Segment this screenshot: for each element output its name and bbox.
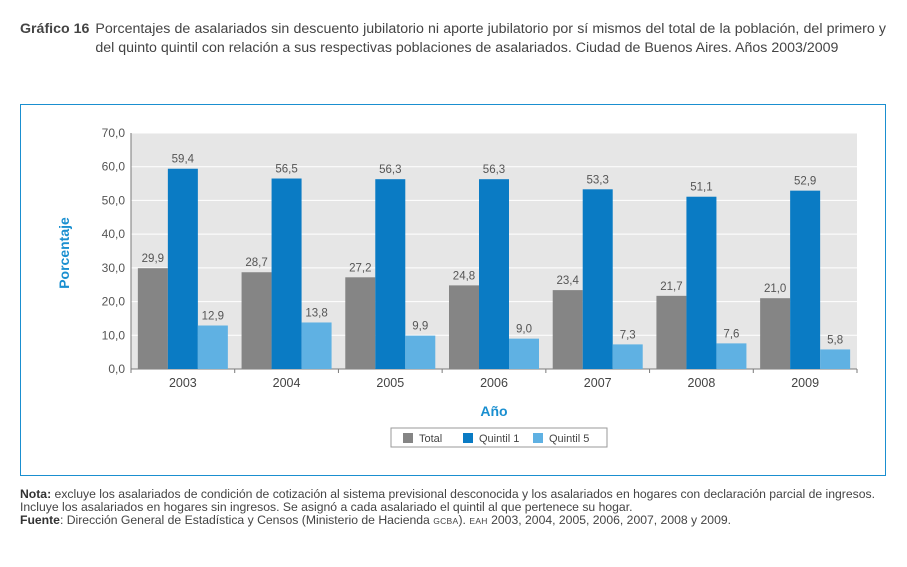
source-text-3: 2003, 2004, 2005, 2006, 2007, 2008 y 200… [491, 513, 732, 527]
bar-quintil-1 [479, 179, 509, 369]
bar-total [241, 272, 272, 369]
x-tick-label: 2005 [376, 376, 404, 390]
note-label: Nota: [20, 487, 52, 501]
bar-total [137, 268, 168, 369]
data-label: 7,3 [620, 329, 636, 341]
source-abbrev-eah: EAH [469, 516, 488, 526]
data-label: 21,0 [764, 283, 786, 295]
y-tick-label: 20,0 [102, 295, 126, 309]
bar-total [449, 285, 479, 369]
data-label: 13,8 [305, 307, 327, 319]
bar-quintil-5 [197, 325, 228, 369]
x-tick-label: 2009 [791, 376, 819, 390]
x-tick-label: 2007 [584, 376, 612, 390]
y-tick-label: 30,0 [102, 261, 126, 275]
figure-title: Porcentajes de asalariados sin descuento… [95, 21, 886, 56]
data-label: 52,9 [794, 176, 816, 188]
bar-quintil-5 [716, 343, 747, 369]
chart-frame: 0,0 10,0 20,0 30,0 40,0 50,0 60,0 70,0 29,9 59,4 1… [20, 104, 886, 476]
figure-number: Gráfico 16 [20, 21, 90, 37]
legend-swatch [533, 433, 543, 443]
data-label: 12,9 [202, 311, 224, 323]
source-label: Fuente [20, 513, 60, 527]
legend-swatch [463, 433, 473, 443]
data-label: 56,5 [275, 164, 297, 176]
data-label: 53,3 [587, 174, 609, 186]
bar-total [656, 295, 687, 369]
bar-quintil-5 [405, 335, 436, 369]
y-axis-title: Porcentaje [56, 217, 72, 289]
bar-quintil-1 [167, 168, 198, 369]
y-tick-label: 40,0 [102, 227, 126, 241]
x-tick-label: 2008 [688, 376, 716, 390]
source-text-2: ). [458, 513, 466, 527]
bar-quintil-1 [271, 178, 302, 369]
data-label: 27,2 [349, 262, 371, 274]
data-label: 23,4 [557, 275, 580, 287]
x-tick-label: 2006 [480, 376, 508, 390]
data-label: 7,6 [723, 328, 739, 340]
legend-label: Total [419, 433, 442, 445]
data-label: 56,3 [483, 164, 505, 176]
data-label: 24,8 [453, 270, 475, 282]
bar-quintil-1 [790, 190, 821, 369]
x-axis-title: Año [480, 403, 507, 419]
bar-total [760, 298, 791, 369]
source-abbrev-gcba: GCBA [433, 516, 459, 526]
bar-quintil-1 [582, 189, 613, 369]
bar-quintil-5 [612, 344, 643, 369]
footnotes: Nota: excluye los asalariados de condici… [20, 488, 890, 528]
bar-total [345, 277, 376, 369]
legend-box [390, 427, 608, 448]
y-tick-label: 70,0 [102, 126, 126, 140]
data-label: 9,9 [412, 321, 428, 333]
bar-quintil-5 [820, 349, 851, 369]
note-text: excluye los asalariados de condición de … [20, 487, 875, 514]
data-label: 21,7 [660, 281, 682, 293]
figure-caption: Gráfico 16 Porcentajes de asalariados si… [20, 20, 886, 58]
bar-quintil-1 [375, 179, 406, 369]
note-line: Nota: excluye los asalariados de condici… [20, 488, 890, 514]
data-label: 28,7 [245, 257, 267, 269]
bar-quintil-5 [301, 322, 332, 369]
legend-swatch [403, 433, 413, 443]
bar-quintil-1 [686, 196, 717, 369]
data-label: 59,4 [172, 154, 195, 166]
y-tick-label: 10,0 [102, 328, 126, 342]
bar-chart: 0,0 10,0 20,0 30,0 40,0 50,0 60,0 70,0 29,9 59,4 1… [56, 126, 858, 448]
y-tick-label: 60,0 [102, 160, 126, 174]
bar-total [552, 290, 583, 369]
data-label: 51,1 [690, 182, 712, 194]
x-tick-label: 2003 [169, 376, 197, 390]
legend-label: Quintil 1 [479, 433, 519, 445]
data-label: 56,3 [379, 164, 401, 176]
data-label: 9,0 [516, 324, 532, 336]
source-line: Fuente: Dirección General de Estadística… [20, 514, 890, 528]
y-tick-label: 50,0 [102, 193, 126, 207]
bar-quintil-5 [509, 338, 539, 369]
source-text-1: : Dirección General de Estadística y Cen… [59, 513, 430, 527]
legend-label: Quintil 5 [549, 433, 589, 445]
y-tick-label: 0,0 [108, 362, 125, 376]
data-label: 5,8 [827, 334, 843, 346]
x-tick-label: 2004 [273, 376, 301, 390]
data-label: 29,9 [142, 253, 164, 265]
